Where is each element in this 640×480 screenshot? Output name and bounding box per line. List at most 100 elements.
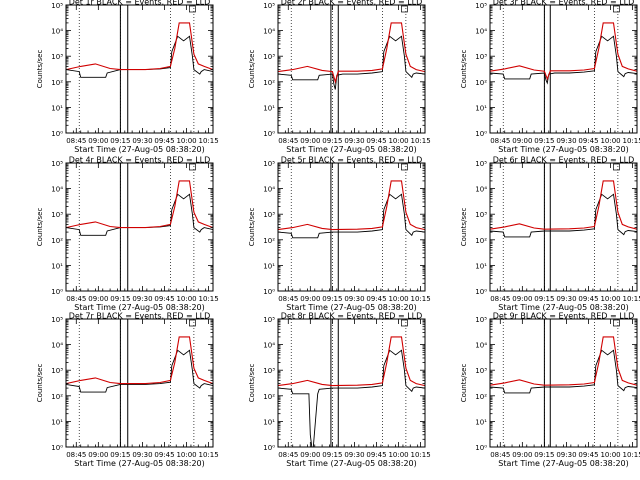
y-axis-label: Counts/sec [460,364,468,403]
x-tick-label: 09:15 [534,295,554,303]
y-tick-label: 10⁵ [475,316,487,324]
plot-frame [489,318,638,448]
x-tick-label: 09:30 [132,451,152,459]
x-tick-label: 10:15 [622,137,640,145]
y-tick-label: 10³ [263,367,275,375]
panel-title: Det 7r BLACK = Events, RED = LLD [69,312,211,321]
plot-frame [65,318,214,448]
top-marker-box [613,5,620,13]
y-tick-label: 10⁰ [263,130,275,138]
events-series-line [489,35,638,85]
x-tick-label: 10:00 [388,451,408,459]
events-series-line [489,349,638,394]
x-axis-label: Start Time (27-Aug-05 08:38:20) [286,303,417,312]
events-series-line [65,35,214,78]
plot-frame [277,162,426,292]
y-tick-label: 10⁰ [475,444,487,452]
x-axis-label: Start Time (27-Aug-05 08:38:20) [286,145,417,154]
x-tick-label: 10:15 [622,295,640,303]
panel-title: Det 8r BLACK = Events, RED = LLD [281,312,423,321]
y-tick-label: 10⁴ [263,342,275,350]
y-tick-label: 10¹ [475,418,487,426]
x-tick-label: 09:45 [154,137,174,145]
x-tick-label: 10:15 [198,451,218,459]
lld-series-line [65,180,214,229]
x-tick-label: 09:45 [578,295,598,303]
y-tick-label: 10⁴ [51,342,63,350]
top-marker-box [189,319,196,327]
top-marker-box [401,5,408,13]
x-tick-label: 10:00 [176,451,196,459]
events-series-line [489,193,638,238]
x-tick-label: 08:45 [278,451,298,459]
x-tick-label: 09:00 [88,451,108,459]
x-tick-label: 09:30 [556,295,576,303]
panel-title: Det 9r BLACK = Events, RED = LLD [493,312,635,321]
x-tick-label: 09:30 [556,137,576,145]
x-tick-label: 09:00 [88,137,108,145]
x-tick-label: 09:15 [322,137,342,145]
y-tick-label: 10³ [475,53,487,61]
lld-series-line [277,180,426,231]
plot-frame [65,162,214,292]
y-axis-label: Counts/sec [36,208,44,247]
detector-panel-3: 10⁰ 10¹ 10² 10³ 10⁴ 10⁵ 08:45 09:00 09:15 09:30 09… [460,0,640,154]
top-marker-box [613,319,620,327]
detector-panel-4: 10⁰ 10¹ 10² 10³ 10⁴ 10⁵ 08:45 09:00 09:15 09:30 09… [36,156,219,313]
top-marker-box [613,163,620,171]
x-tick-label: 10:00 [176,295,196,303]
y-tick-label: 10⁴ [475,342,487,350]
panel-title: Det 2r BLACK = Events, RED = LLD [281,0,423,7]
top-marker-box [189,5,196,13]
x-tick-label: 09:00 [300,137,320,145]
y-tick-label: 10⁴ [263,28,275,36]
x-tick-label: 10:15 [198,295,218,303]
y-tick-label: 10⁰ [51,444,63,452]
x-axis-label: Start Time (27-Aug-05 08:38:20) [74,459,205,468]
plot-frame [489,162,638,292]
y-tick-label: 10⁴ [51,28,63,36]
x-tick-label: 09:30 [344,295,364,303]
x-tick-label: 09:15 [110,295,130,303]
y-axis-label: Counts/sec [248,364,256,403]
y-tick-label: 10¹ [263,262,275,270]
panel-title: Det 3r BLACK = Events, RED = LLD [493,0,635,7]
y-tick-label: 10³ [51,367,63,375]
events-series-line [277,349,426,448]
x-tick-label: 08:45 [66,137,86,145]
x-tick-label: 08:45 [490,295,510,303]
plot-frame [489,4,638,134]
detector-panel-9: 10⁰ 10¹ 10² 10³ 10⁴ 10⁵ 08:45 09:00 09:15 09:30 09… [460,312,640,469]
y-axis-label: Counts/sec [248,50,256,89]
y-tick-label: 10³ [263,211,275,219]
panel-title: Det 6r BLACK = Events, RED = LLD [493,156,635,165]
y-tick-label: 10⁵ [51,160,63,168]
events-series-line [65,193,214,236]
x-tick-label: 10:00 [600,137,620,145]
plot-frame [65,4,214,134]
x-tick-label: 09:15 [110,137,130,145]
x-tick-label: 10:00 [600,295,620,303]
x-tick-label: 08:45 [490,451,510,459]
y-tick-label: 10² [51,79,63,87]
detector-panel-2: 10⁰ 10¹ 10² 10³ 10⁴ 10⁵ 08:45 09:00 09:15 09:30 09… [248,0,431,154]
events-series-line [65,349,214,393]
detector-panel-1: 10⁰ 10¹ 10² 10³ 10⁴ 10⁵ 08:45 09:00 09:15 09:30 09… [36,0,219,154]
x-axis-label: Start Time (27-Aug-05 08:38:20) [74,145,205,154]
x-tick-label: 09:15 [322,295,342,303]
x-tick-label: 09:45 [154,295,174,303]
y-tick-label: 10⁰ [475,288,487,296]
y-tick-label: 10⁵ [263,160,275,168]
y-axis-label: Counts/sec [36,50,44,89]
x-tick-label: 09:15 [534,451,554,459]
x-tick-label: 08:45 [66,295,86,303]
x-tick-label: 08:45 [490,137,510,145]
x-tick-label: 10:00 [388,137,408,145]
y-tick-label: 10⁴ [475,186,487,194]
y-tick-label: 10² [51,237,63,245]
panel-title: Det 4r BLACK = Events, RED = LLD [69,156,211,165]
x-axis-label: Start Time (27-Aug-05 08:38:20) [498,303,629,312]
y-axis-label: Counts/sec [460,50,468,89]
x-tick-label: 09:00 [88,295,108,303]
